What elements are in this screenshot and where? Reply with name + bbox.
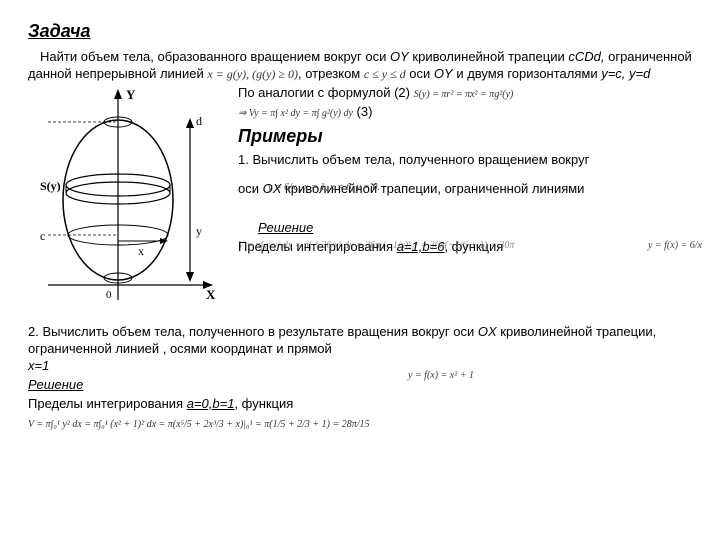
label-y-small: y — [196, 224, 202, 238]
text: , функция — [234, 396, 293, 411]
trapezoid-name: cCDd, — [568, 49, 604, 64]
solution-2-integral: V = π∫₀¹ y² dx = π∫₀¹ (x² + 1)² dx = π(x… — [28, 415, 692, 432]
text: По аналогии с формулой (2) — [238, 85, 414, 100]
example-1-line2: оси OX криволинейной трапеции, ограничен… — [238, 181, 692, 198]
solution-1-label: Решение — [258, 220, 692, 237]
formula-3-line: ⇒ Vy = π∫ x² dy = π∫ g²(y) dy (3) — [238, 104, 692, 121]
formula-integral2: V = π∫₀¹ y² dx = π∫₀¹ (x² + 1)² dx = π(x… — [28, 419, 370, 430]
line-x1: x=1 — [28, 358, 49, 373]
label-origin: 0 — [106, 289, 112, 301]
label-c: c — [40, 229, 45, 243]
figure-and-text-block: Y X 0 d c S(y) y x По аналогии с формуло… — [28, 85, 692, 314]
examples-title: Примеры — [238, 125, 692, 148]
limits-2: a=0,b=1 — [187, 396, 235, 411]
text: Найти объем тела, образованного вращение… — [40, 49, 390, 64]
label-sy: S(y) — [40, 179, 61, 193]
text: оси — [406, 66, 434, 81]
label-d: d — [196, 114, 202, 128]
solution-1-limits: Пределы интегрирования a=1,b=6, функция … — [238, 239, 692, 256]
text: и двумя горизонталями — [453, 66, 602, 81]
label-x: X — [206, 287, 216, 302]
formula-segment: c ≤ y ≤ d — [364, 67, 406, 81]
label-x-small: x — [138, 244, 144, 258]
example-1-line1: 1. Вычислить объем тела, полученного вра… — [238, 152, 692, 169]
formula-vy: ⇒ Vy = π∫ x² dy = π∫ g²(y) dy — [238, 108, 353, 119]
formula-integral1: V = π∫₁⁶ y² dx = π∫₁⁶ 36/x² dx = 36π·(−1… — [238, 239, 514, 252]
formula-sy: S(y) = πr² = πx² = πg²(y) — [414, 89, 514, 100]
example-2: 2. Вычислить объем тела, полученного в р… — [28, 324, 692, 375]
label-y: Y — [126, 87, 136, 102]
problem-title: Задача — [28, 20, 692, 43]
text: Пределы интегрирования — [28, 396, 187, 411]
horizontals: y=c, y=d — [601, 66, 650, 81]
formula-func2: y = f(x) = x² + 1 — [408, 369, 474, 382]
solution-2-limits: Пределы интегрирования a=0,b=1, функция — [28, 396, 692, 413]
formula-lines: y = 6/x , x = 1, x = 6, y = 0. — [268, 181, 380, 194]
text: , отрезком — [298, 66, 364, 81]
analogy-line: По аналогии с формулой (2) S(y) = πr² = … — [238, 85, 692, 102]
formula-func1: y = f(x) = 6/x — [648, 239, 702, 252]
text: оси — [238, 181, 263, 196]
axis-oy: OY — [434, 66, 453, 81]
text: 2. Вычислить объем тела, полученного в р… — [28, 324, 478, 339]
text: криволинейной трапеции — [409, 49, 569, 64]
formula-curve: x = g(y), (g(y) ≥ 0) — [207, 67, 298, 81]
problem-statement: Найти объем тела, образованного вращение… — [28, 49, 692, 83]
axis-ox: OX — [478, 324, 497, 339]
solution-2-label: Решение y = f(x) = x² + 1 — [28, 377, 692, 394]
rotation-figure: Y X 0 d c S(y) y x — [28, 85, 223, 310]
formula-number: (3) — [357, 104, 373, 119]
axis-oy: OY — [390, 49, 409, 64]
